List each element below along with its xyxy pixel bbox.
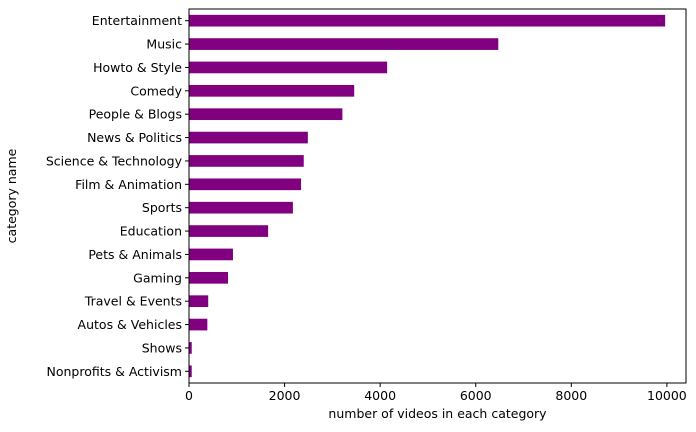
x-axis-label: number of videos in each category bbox=[328, 406, 547, 421]
bar bbox=[189, 365, 192, 378]
x-tick-label: 2000 bbox=[269, 388, 301, 403]
bar bbox=[189, 295, 209, 308]
y-tick-label: Autos & Vehicles bbox=[78, 317, 182, 332]
y-tick-label: Travel & Events bbox=[84, 294, 182, 309]
bar bbox=[189, 61, 388, 74]
bar bbox=[189, 201, 293, 214]
y-axis-ticks: Entertainment Music Howto & Style Comedy Peo… bbox=[46, 13, 189, 379]
y-tick-label: Music bbox=[146, 37, 182, 52]
x-tick-label: 6000 bbox=[460, 388, 492, 403]
y-tick-label: Shows bbox=[142, 340, 182, 355]
bar bbox=[189, 108, 343, 121]
bar bbox=[189, 271, 229, 284]
y-tick-label: Nonprofits & Activism bbox=[47, 364, 183, 379]
x-tick-label: 0 bbox=[185, 388, 193, 403]
bar bbox=[189, 38, 499, 50]
y-tick-label: Film & Animation bbox=[75, 177, 182, 192]
y-tick-label: Sports bbox=[142, 200, 182, 215]
x-tick-label: 4000 bbox=[364, 388, 396, 403]
bar bbox=[189, 131, 308, 144]
bar bbox=[189, 155, 304, 167]
bar bbox=[189, 14, 666, 27]
y-tick-label: People & Blogs bbox=[89, 107, 182, 122]
x-tick-label: 8000 bbox=[555, 388, 587, 403]
x-tick-label: 10000 bbox=[647, 388, 687, 403]
y-tick-label: Comedy bbox=[130, 83, 182, 98]
y-tick-label: Pets & Animals bbox=[88, 247, 182, 262]
y-tick-label: Education bbox=[120, 224, 182, 239]
bar bbox=[189, 248, 233, 261]
plot-frame bbox=[188, 8, 687, 384]
bar bbox=[189, 318, 208, 331]
x-axis-ticks: 0 2000 4000 6000 8000 10000 bbox=[185, 383, 687, 403]
bars-group bbox=[189, 14, 666, 378]
y-axis-label: category name bbox=[4, 148, 19, 243]
bar bbox=[189, 84, 355, 97]
y-tick-label: Gaming bbox=[133, 270, 182, 285]
y-tick-label: Entertainment bbox=[92, 13, 182, 28]
y-tick-label: Science & Technology bbox=[46, 153, 183, 168]
bar bbox=[189, 178, 302, 191]
y-tick-label: Howto & Style bbox=[93, 60, 182, 75]
bar bbox=[189, 225, 269, 237]
y-tick-label: News & Politics bbox=[87, 130, 182, 145]
bar bbox=[189, 342, 192, 354]
